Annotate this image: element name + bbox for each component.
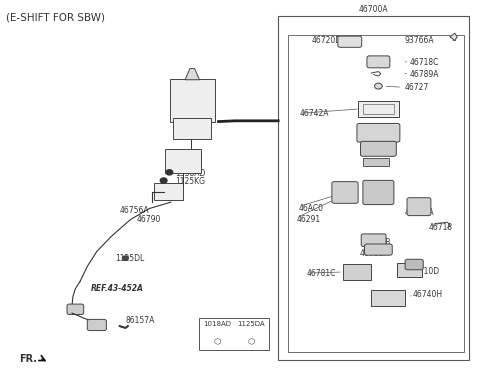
Bar bbox=[199, 317, 269, 350]
Text: ⬡: ⬡ bbox=[248, 338, 255, 347]
FancyBboxPatch shape bbox=[363, 180, 394, 205]
FancyBboxPatch shape bbox=[357, 123, 400, 142]
Text: 46760A: 46760A bbox=[360, 249, 389, 258]
Bar bbox=[288, 35, 464, 352]
Bar bbox=[343, 264, 371, 280]
Text: 46742A: 46742A bbox=[300, 109, 329, 118]
Text: 46740H: 46740H bbox=[413, 290, 443, 299]
Bar bbox=[358, 101, 399, 117]
Text: FR.: FR. bbox=[20, 354, 37, 364]
Text: 1338AD: 1338AD bbox=[176, 168, 206, 177]
Text: 46790: 46790 bbox=[136, 215, 161, 224]
Text: ⬡: ⬡ bbox=[213, 338, 220, 347]
Text: 46784B: 46784B bbox=[362, 238, 391, 247]
Bar bbox=[169, 79, 215, 122]
Text: 1125DL: 1125DL bbox=[115, 255, 144, 264]
Bar bbox=[371, 290, 405, 306]
Text: 46781C: 46781C bbox=[307, 269, 336, 278]
Circle shape bbox=[374, 83, 382, 89]
Text: 46AC0: 46AC0 bbox=[298, 204, 323, 213]
Bar bbox=[363, 104, 394, 114]
Text: 46727: 46727 bbox=[405, 83, 429, 92]
FancyBboxPatch shape bbox=[87, 319, 107, 331]
FancyBboxPatch shape bbox=[364, 244, 392, 255]
Circle shape bbox=[122, 256, 128, 261]
FancyBboxPatch shape bbox=[407, 198, 431, 215]
Circle shape bbox=[166, 170, 173, 175]
FancyBboxPatch shape bbox=[338, 36, 362, 47]
FancyBboxPatch shape bbox=[405, 259, 423, 270]
Bar bbox=[154, 183, 183, 200]
Text: (E-SHIFT FOR SBW): (E-SHIFT FOR SBW) bbox=[6, 12, 105, 23]
FancyBboxPatch shape bbox=[360, 141, 396, 156]
Text: 1125KG: 1125KG bbox=[176, 177, 205, 186]
Text: 46756A: 46756A bbox=[120, 206, 149, 215]
Bar bbox=[363, 158, 389, 166]
Polygon shape bbox=[185, 68, 199, 80]
Text: 86157A: 86157A bbox=[125, 316, 155, 325]
Bar bbox=[278, 16, 469, 360]
Text: 1018AD: 1018AD bbox=[203, 321, 231, 327]
Text: 46291: 46291 bbox=[296, 215, 321, 224]
Text: 46700A: 46700A bbox=[359, 5, 388, 14]
Circle shape bbox=[160, 178, 167, 183]
FancyBboxPatch shape bbox=[332, 182, 358, 203]
Text: 46710D: 46710D bbox=[409, 267, 440, 276]
Text: REF.43-452A: REF.43-452A bbox=[91, 284, 144, 293]
Text: 46718: 46718 bbox=[429, 223, 453, 232]
FancyBboxPatch shape bbox=[67, 304, 84, 314]
Text: 1125DA: 1125DA bbox=[238, 321, 265, 327]
Text: 46718C: 46718C bbox=[409, 59, 439, 67]
Text: 46720D: 46720D bbox=[312, 36, 342, 45]
Text: 93766A: 93766A bbox=[405, 36, 434, 45]
FancyBboxPatch shape bbox=[361, 234, 386, 247]
Bar bbox=[173, 118, 211, 138]
Bar bbox=[397, 263, 422, 277]
Bar bbox=[165, 149, 201, 173]
Text: 46746A: 46746A bbox=[405, 208, 434, 217]
FancyBboxPatch shape bbox=[367, 56, 390, 68]
Text: 46789A: 46789A bbox=[409, 70, 439, 79]
Polygon shape bbox=[450, 33, 457, 41]
